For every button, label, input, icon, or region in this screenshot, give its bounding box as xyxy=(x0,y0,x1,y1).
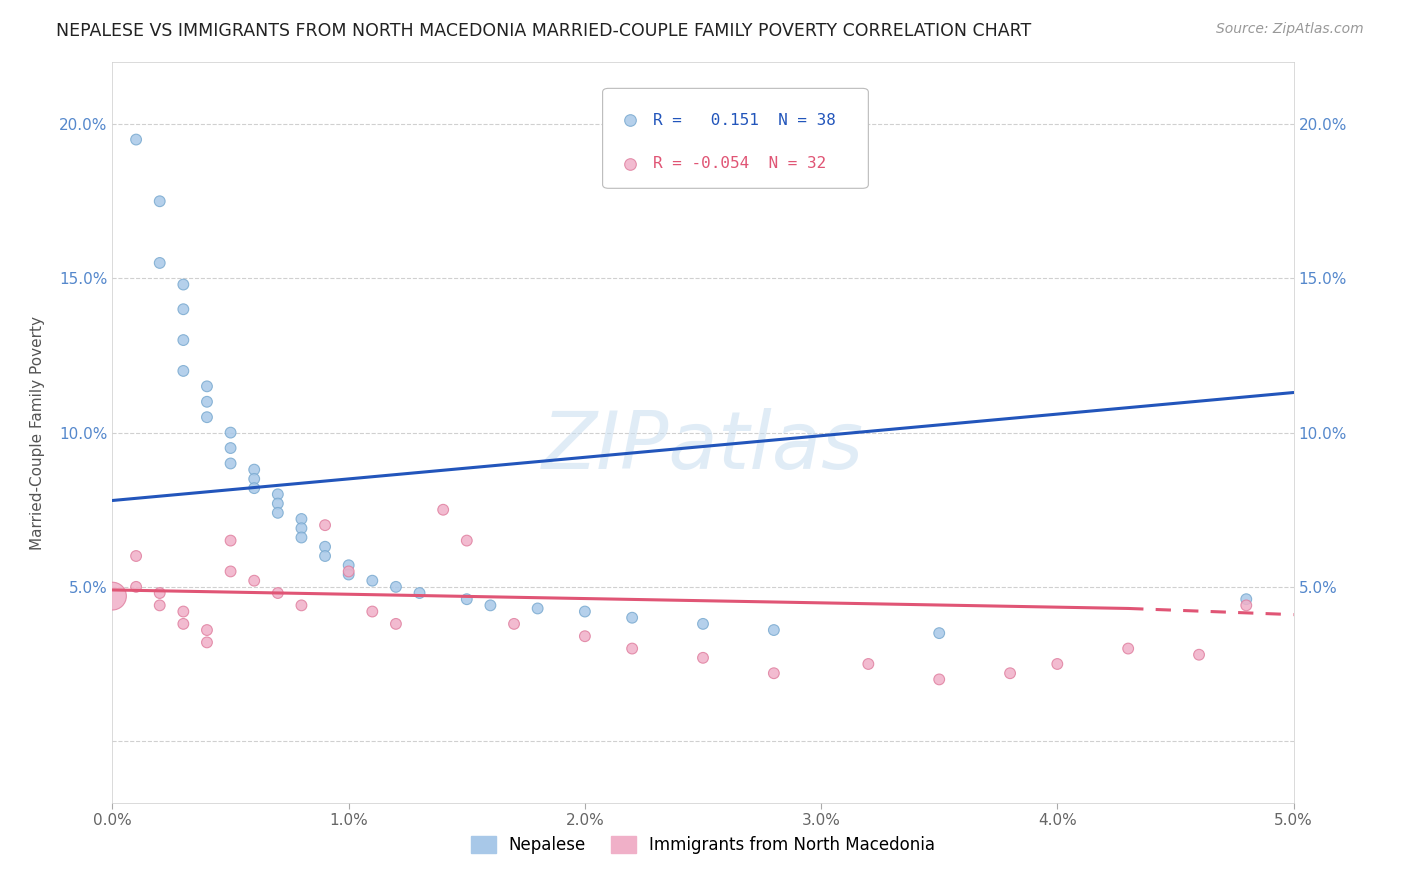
Point xyxy=(149,586,172,600)
Point xyxy=(858,657,880,671)
Point xyxy=(385,580,408,594)
Point xyxy=(432,502,454,516)
Point xyxy=(1046,657,1069,671)
Point xyxy=(503,616,526,631)
Point xyxy=(408,586,430,600)
Point xyxy=(172,277,194,292)
Point xyxy=(928,673,950,687)
Point xyxy=(172,333,194,347)
Point xyxy=(621,641,644,656)
Point xyxy=(172,302,194,317)
Point xyxy=(337,558,360,573)
Point xyxy=(172,616,194,631)
Legend: Nepalese, Immigrants from North Macedonia: Nepalese, Immigrants from North Macedoni… xyxy=(464,830,942,861)
Point xyxy=(219,457,242,471)
Point xyxy=(526,601,548,615)
Point xyxy=(267,586,290,600)
Point xyxy=(290,531,312,545)
Point xyxy=(125,580,148,594)
Point xyxy=(337,565,360,579)
FancyBboxPatch shape xyxy=(603,88,869,188)
Point xyxy=(195,394,218,409)
Y-axis label: Married-Couple Family Poverty: Married-Couple Family Poverty xyxy=(31,316,45,549)
Point xyxy=(314,518,336,533)
Point xyxy=(314,540,336,554)
Text: R =   0.151  N = 38: R = 0.151 N = 38 xyxy=(654,112,837,128)
Point xyxy=(243,481,266,495)
Point xyxy=(621,610,644,624)
Point xyxy=(337,567,360,582)
Point xyxy=(314,549,336,563)
Text: Source: ZipAtlas.com: Source: ZipAtlas.com xyxy=(1216,22,1364,37)
Point xyxy=(385,616,408,631)
Point xyxy=(267,487,290,501)
Point xyxy=(267,506,290,520)
Point xyxy=(149,599,172,613)
Point xyxy=(456,533,478,548)
Text: R = -0.054  N = 32: R = -0.054 N = 32 xyxy=(654,156,827,171)
Point xyxy=(479,599,502,613)
Point xyxy=(243,472,266,486)
Point xyxy=(1234,599,1257,613)
Point xyxy=(219,565,242,579)
Point xyxy=(290,521,312,535)
Point xyxy=(574,629,596,643)
Point xyxy=(149,256,172,270)
Point xyxy=(195,635,218,649)
Point xyxy=(574,605,596,619)
Point xyxy=(219,425,242,440)
Point xyxy=(1116,641,1139,656)
Point xyxy=(219,533,242,548)
Point xyxy=(243,462,266,476)
Point xyxy=(1234,592,1257,607)
Text: NEPALESE VS IMMIGRANTS FROM NORTH MACEDONIA MARRIED-COUPLE FAMILY POVERTY CORREL: NEPALESE VS IMMIGRANTS FROM NORTH MACEDO… xyxy=(56,22,1032,40)
Point xyxy=(195,379,218,393)
Point xyxy=(195,410,218,425)
Point xyxy=(149,194,172,209)
Point xyxy=(762,623,785,637)
Point xyxy=(125,132,148,146)
Point xyxy=(172,605,194,619)
Point xyxy=(125,549,148,563)
Point xyxy=(762,666,785,681)
Text: ZIPatlas: ZIPatlas xyxy=(541,409,865,486)
Point xyxy=(172,364,194,378)
Point xyxy=(290,512,312,526)
Point xyxy=(928,626,950,640)
Point xyxy=(456,592,478,607)
Point xyxy=(692,616,714,631)
Point xyxy=(219,441,242,455)
Point xyxy=(101,589,124,603)
Point xyxy=(1188,648,1211,662)
Point xyxy=(361,605,384,619)
Point xyxy=(267,497,290,511)
Point xyxy=(361,574,384,588)
Point xyxy=(692,650,714,665)
Point xyxy=(195,623,218,637)
Point xyxy=(243,574,266,588)
Point xyxy=(290,599,312,613)
Point xyxy=(998,666,1021,681)
